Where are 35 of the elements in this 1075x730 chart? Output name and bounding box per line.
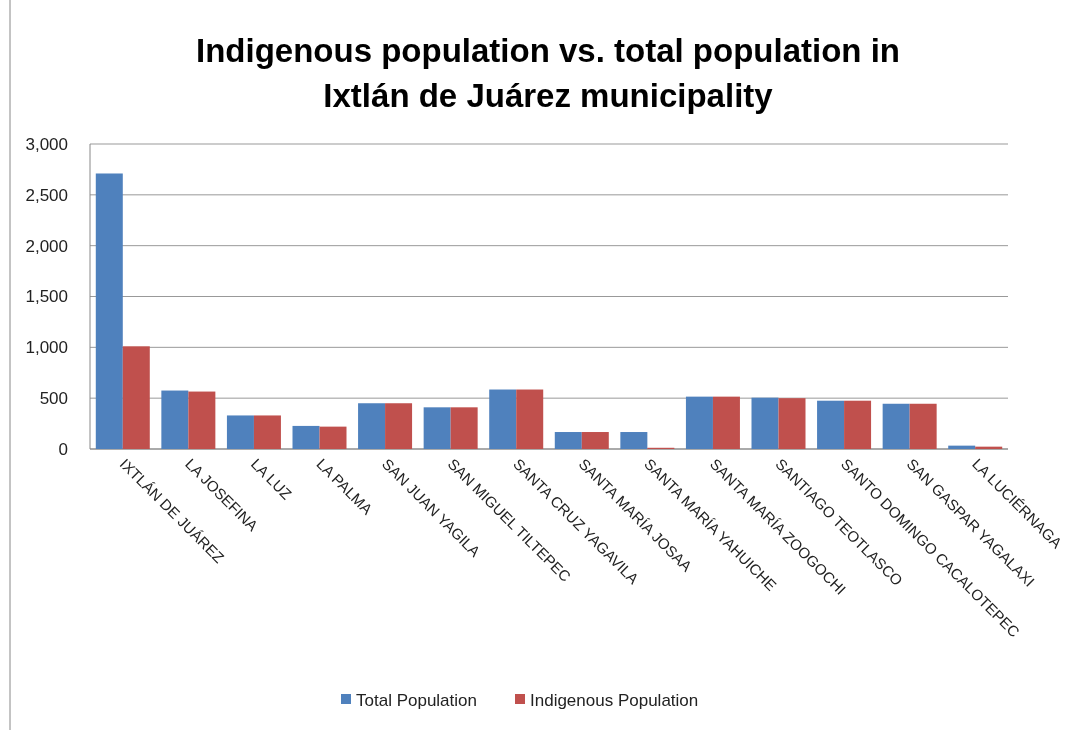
bar [516, 389, 544, 449]
legend-label: Total Population [356, 690, 477, 710]
bar [292, 425, 320, 449]
bar [685, 396, 713, 449]
bar [423, 407, 451, 449]
y-tick-label: 500 [39, 389, 68, 409]
bar [188, 391, 216, 449]
bar [385, 403, 413, 449]
bar [581, 432, 609, 449]
bar [358, 403, 386, 449]
bar [122, 346, 150, 449]
y-tick-label: 2,000 [25, 236, 68, 256]
chart-title: Indigenous population vs. total population in Ixtlán de Juárez municipality [196, 32, 900, 114]
bar [95, 173, 123, 449]
bar [817, 400, 845, 449]
bar [161, 390, 189, 449]
bar [751, 397, 779, 449]
bar [620, 432, 648, 449]
legend-label: Indigenous Population [530, 690, 699, 710]
bar [712, 396, 740, 449]
bar [319, 426, 347, 449]
y-tick-label: 0 [58, 439, 68, 459]
bar [554, 432, 582, 449]
y-tick-label: 1,500 [25, 287, 68, 307]
y-tick-label: 1,000 [25, 338, 68, 358]
bar [778, 398, 806, 449]
bar [489, 389, 517, 449]
bar [450, 407, 478, 449]
bar [909, 403, 937, 449]
y-tick-label: 2,500 [25, 185, 68, 205]
bar [253, 415, 281, 449]
y-tick-label: 3,000 [25, 134, 68, 154]
bar [226, 415, 254, 449]
bar [844, 400, 872, 449]
bar [882, 403, 910, 449]
